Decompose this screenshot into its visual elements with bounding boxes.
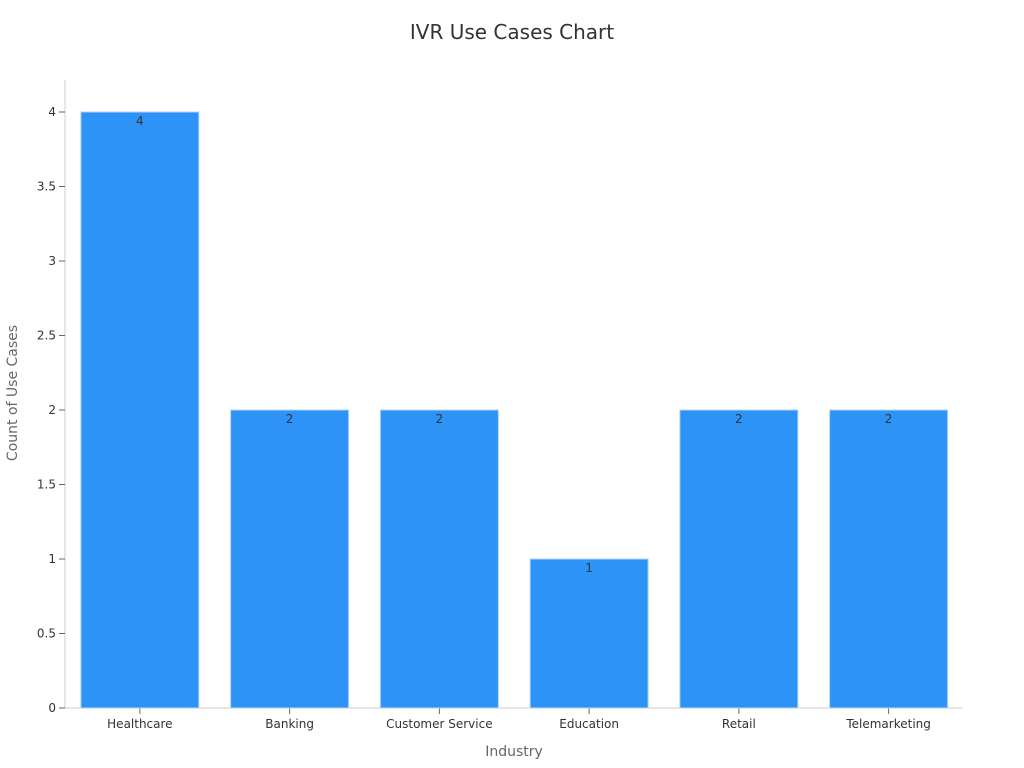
chart-title: IVR Use Cases Chart	[409, 20, 615, 44]
x-tick-label: Education	[559, 717, 619, 731]
y-axis: 0 0.5 1 1.5 2 2.5 3 3.5 4	[37, 80, 66, 715]
bar	[379, 409, 499, 709]
data-label: 2	[286, 412, 294, 426]
y-tick-label: 3.5	[37, 180, 56, 194]
bar	[679, 409, 799, 709]
bar	[529, 558, 649, 709]
y-tick-label: 4	[48, 105, 56, 119]
bar	[80, 111, 200, 709]
y-tick-label: 1.5	[37, 478, 56, 492]
y-tick-label: 3	[48, 254, 56, 268]
x-tick-label: Customer Service	[386, 717, 492, 731]
data-label: 1	[585, 561, 593, 575]
y-tick-label: 0	[48, 701, 56, 715]
data-labels-group: 4 2 2 1 2 2	[136, 114, 892, 575]
y-tick-label: 2	[48, 403, 56, 417]
data-label: 4	[136, 114, 144, 128]
bar	[829, 409, 949, 709]
data-label: 2	[436, 412, 444, 426]
y-tick-label: 1	[48, 552, 56, 566]
x-tick-label: Retail	[722, 717, 756, 731]
x-tick-label: Banking	[265, 717, 314, 731]
y-tick-label: 0.5	[37, 627, 56, 641]
data-label: 2	[885, 412, 893, 426]
x-tick-label: Healthcare	[107, 717, 172, 731]
x-tick-label: Telemarketing	[845, 717, 931, 731]
y-axis-title: Count of Use Cases	[5, 325, 21, 461]
y-tick-label: 2.5	[37, 329, 56, 343]
x-axis: Healthcare Banking Customer Service Educati…	[65, 707, 963, 731]
bars-group	[80, 111, 949, 709]
bar	[230, 409, 350, 709]
x-axis-title: Industry	[485, 744, 543, 760]
data-label: 2	[735, 412, 743, 426]
